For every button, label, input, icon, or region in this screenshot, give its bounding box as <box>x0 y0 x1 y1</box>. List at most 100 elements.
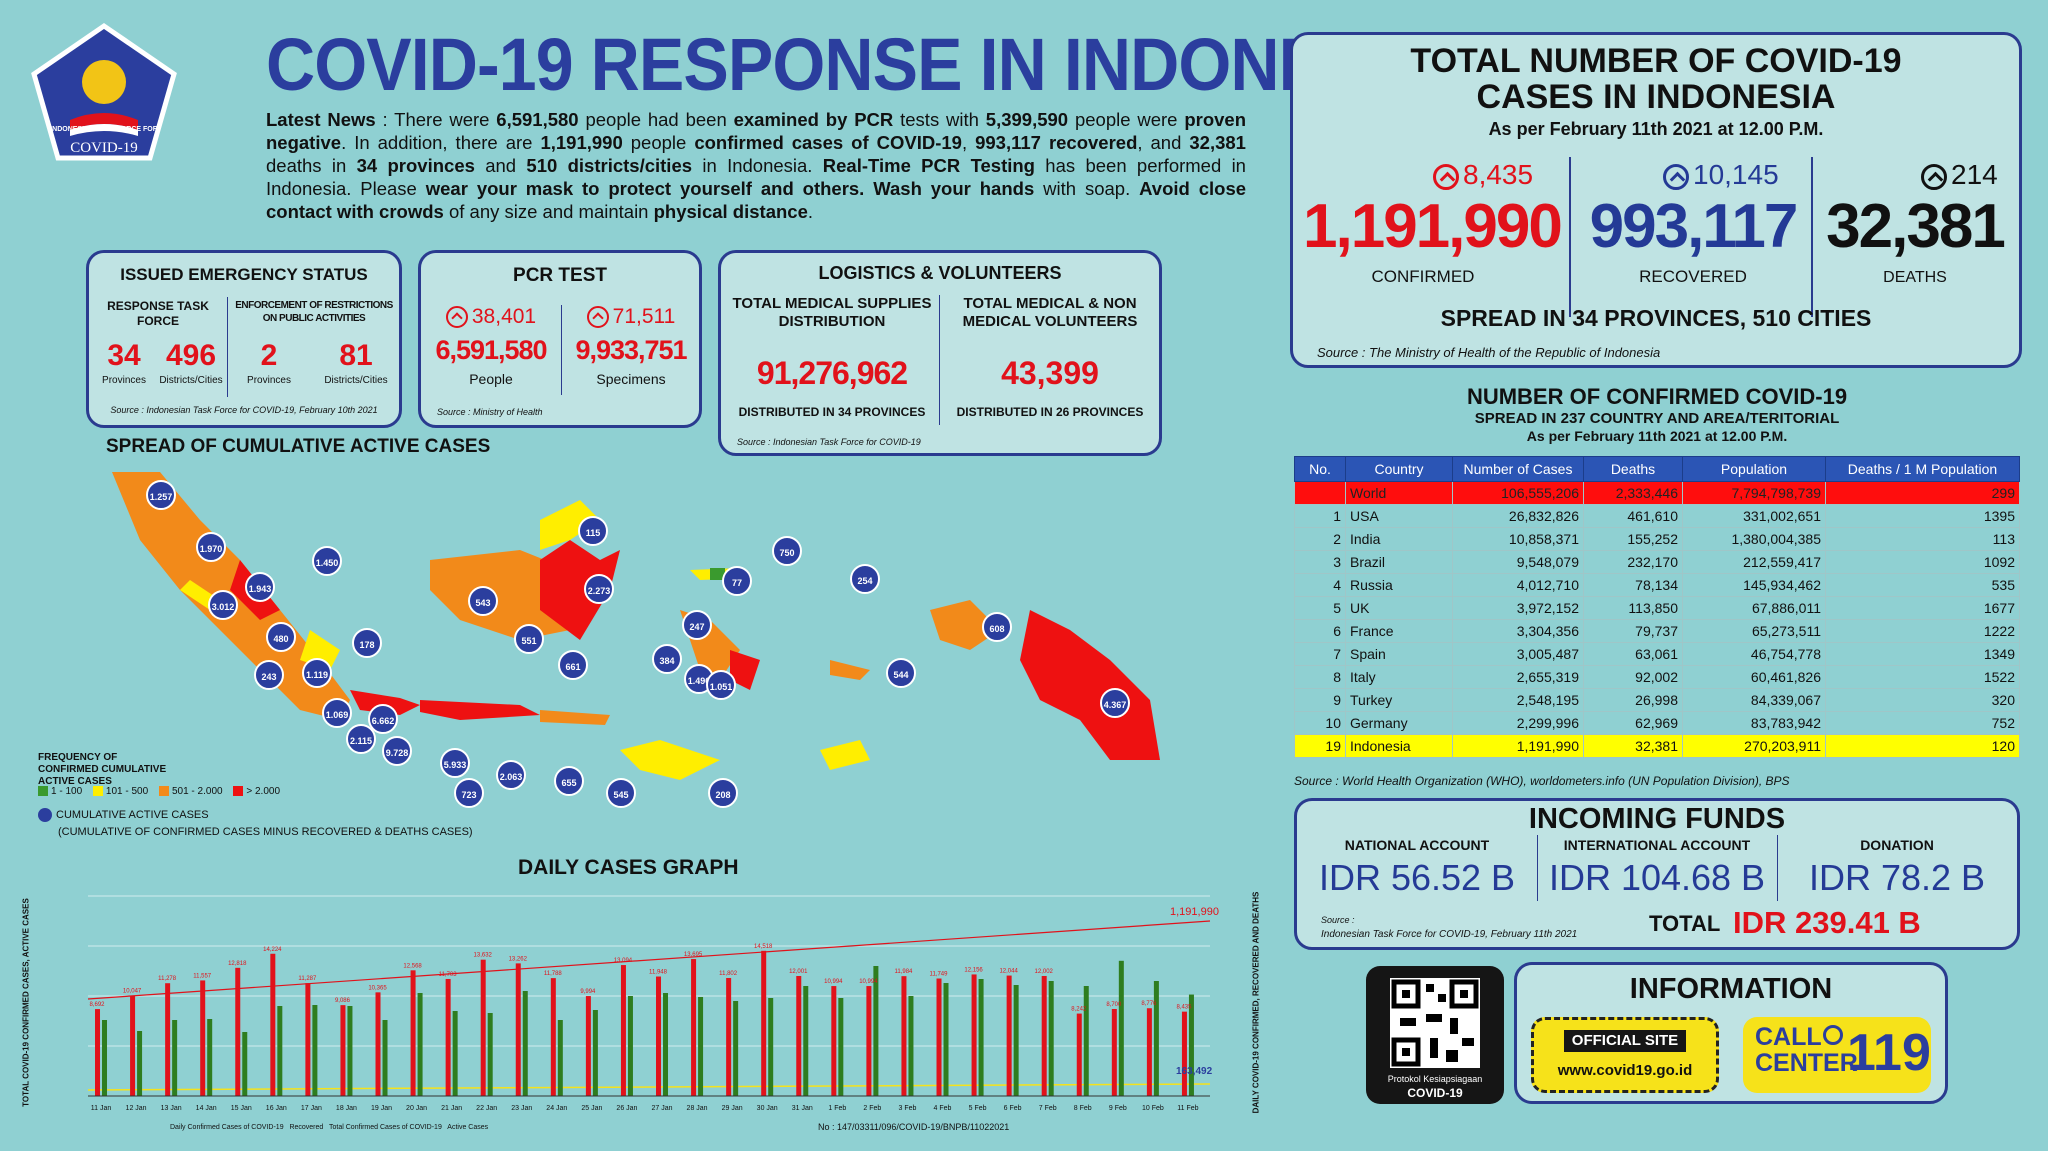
volunteers-value: 43,399 <box>1001 355 1099 391</box>
map-bubble: 655 <box>554 766 584 796</box>
donation-value: IDR 78.2 B <box>1808 857 1986 898</box>
map-bubble: 543 <box>468 586 498 616</box>
table-cell: Germany <box>1345 711 1453 735</box>
confirmed-data-label: 12,156 <box>964 967 983 973</box>
map-bubble: 1.051 <box>706 670 736 700</box>
table-row: 4 Russia 4,012,710 78,134 145,934,462 535 <box>1294 573 2020 597</box>
table-cell: 32,381 <box>1583 734 1683 758</box>
recovered-delta-value: 10,145 <box>1693 159 1779 190</box>
up-arrow-icon <box>1921 163 1947 190</box>
divider <box>1811 157 1813 317</box>
table-header: No. <box>1294 456 1346 482</box>
medical-supplies-label: TOTAL MEDICAL SUPPLIES DISTRIBUTION <box>732 295 932 330</box>
table-cell: Spain <box>1345 642 1453 666</box>
recovered-count: 993,117 <box>1589 192 1799 261</box>
x-tick-label: 17 Jan <box>301 1105 322 1112</box>
recovered-bar <box>487 1013 493 1096</box>
table-cell: 83,783,942 <box>1682 711 1826 735</box>
task-force-logo: INDONESIAN TASK FORCE FOR COVID-19 <box>30 22 178 164</box>
up-arrow-icon <box>445 306 468 329</box>
totals-title-2: CASES IN INDONESIA <box>1476 78 1836 116</box>
table-cell: 1349 <box>1825 642 2020 666</box>
x-tick-label: 22 Jan <box>476 1105 497 1112</box>
map-bubble: 9.728 <box>382 736 412 766</box>
official-site-link[interactable]: OFFICIAL SITE www.covid19.go.id <box>1531 1017 1719 1093</box>
map-bubble: 723 <box>454 778 484 808</box>
news-value: 510 districts/cities <box>526 155 693 176</box>
divider <box>227 297 228 397</box>
recovered-bar <box>1048 981 1054 1096</box>
recovered-bar <box>242 1032 248 1096</box>
map-bubble: 243 <box>254 660 284 690</box>
map-bubble: 750 <box>772 536 802 566</box>
table-row: 6 France 3,304,356 79,737 65,273,511 1222 <box>1294 619 2020 643</box>
confirmed-label: CONFIRMED <box>1371 267 1475 286</box>
table-cell: 535 <box>1825 573 2020 597</box>
phone-icon <box>1823 1025 1843 1045</box>
pcr-source: Source : Ministry of Health <box>437 407 543 417</box>
table-cell: 2,548,195 <box>1452 688 1584 712</box>
table-cell: 60,461,826 <box>1682 665 1826 689</box>
table-cell: 6 <box>1294 619 1346 643</box>
table-cell: 3 <box>1294 550 1346 574</box>
confirmed-data-label: 11,948 <box>649 970 668 976</box>
table-cell: 84,339,067 <box>1682 688 1826 712</box>
x-tick-label: 24 Jan <box>546 1105 567 1112</box>
table-cell: 2,655,319 <box>1452 665 1584 689</box>
table-cell: Indonesia <box>1345 734 1453 758</box>
table-cell: 19 <box>1294 734 1346 758</box>
enforcement-label: ENFORCEMENT OF RESTRICTIONS ON PUBLIC AC… <box>235 300 393 324</box>
logo-covid-text: COVID-19 <box>70 140 138 156</box>
legend-swatch <box>38 786 48 797</box>
table-cell: USA <box>1345 504 1453 528</box>
news-value: physical distance <box>653 201 808 222</box>
call-label: CALL <box>1755 1023 1822 1051</box>
graph-legend-item: Recovered <box>289 1124 324 1131</box>
deaths-delta-value: 214 <box>1951 159 1998 190</box>
confirmed-bar <box>410 970 416 1096</box>
news-text: people <box>622 132 695 153</box>
x-tick-label: 15 Jan <box>231 1105 252 1112</box>
confirmed-data-label: 12,818 <box>228 961 247 967</box>
funds-title: INCOMING FUNDS <box>1528 803 1786 835</box>
x-tick-label: 5 Feb <box>969 1105 987 1112</box>
confirmed-data-label: 13,094 <box>614 958 633 964</box>
x-tick-label: 12 Jan <box>126 1105 147 1112</box>
table-header: Population <box>1682 456 1826 482</box>
table-row-world: World 106,555,206 2,333,446 7,794,798,73… <box>1294 481 2020 505</box>
confirmed-count: 1,191,990 <box>1303 192 1563 261</box>
call-center-button[interactable]: CALL CENTER 119 <box>1743 1017 1931 1093</box>
table-header-row: No. Country Number of Cases Deaths Popul… <box>1294 456 2020 482</box>
confirmed-bar <box>1181 1011 1187 1096</box>
indonesia-map: 1.257 1.970 1.943 3.012 1.450 480 243 1.… <box>100 460 1170 840</box>
legend-label: 101 - 500 <box>105 786 149 797</box>
recovered-delta: 10,145 <box>1663 159 1779 191</box>
map-bubble: 3.012 <box>208 590 238 620</box>
table-cell: 106,555,206 <box>1452 481 1584 505</box>
x-tick-label: 19 Jan <box>371 1105 392 1112</box>
funds-total-value: IDR 239.41 B <box>1733 905 1921 940</box>
graph-legend-item: Daily Confirmed Cases of COVID-19 <box>170 1124 284 1131</box>
table-cell: 4,012,710 <box>1452 573 1584 597</box>
confirmed-bar <box>1006 975 1012 1096</box>
recovered-bar <box>417 993 423 1096</box>
graph-legend: Daily Confirmed Cases of COVID-19 Recove… <box>170 1124 488 1131</box>
map-bubble: 2.063 <box>496 760 526 790</box>
qr-code-card[interactable]: Protokol Kesiapsiagaan COVID-19 <box>1366 966 1504 1104</box>
supplies-provinces: DISTRIBUTED IN 34 PROVINCES <box>738 405 926 419</box>
up-arrow-icon <box>1663 163 1689 190</box>
divider <box>1569 157 1571 317</box>
table-cell: 2,333,446 <box>1583 481 1683 505</box>
table-cell: 113 <box>1825 527 2020 551</box>
news-text: people had been <box>578 109 734 130</box>
y-left-text: TOTAL COVID-19 CONFIRMED CASES, ACTIVE C… <box>21 898 31 1107</box>
x-tick-label: 11 Feb <box>1177 1105 1198 1112</box>
table-cell: 62,969 <box>1583 711 1683 735</box>
table-cell: 26,998 <box>1583 688 1683 712</box>
news-value: 34 provinces <box>356 155 475 176</box>
recovered-bar <box>277 1006 283 1096</box>
map-bubble: 1.257 <box>146 480 176 510</box>
table-cell: 1,380,004,385 <box>1682 527 1826 551</box>
national-value: IDR 56.52 B <box>1318 857 1516 898</box>
table-cell: 3,005,487 <box>1452 642 1584 666</box>
